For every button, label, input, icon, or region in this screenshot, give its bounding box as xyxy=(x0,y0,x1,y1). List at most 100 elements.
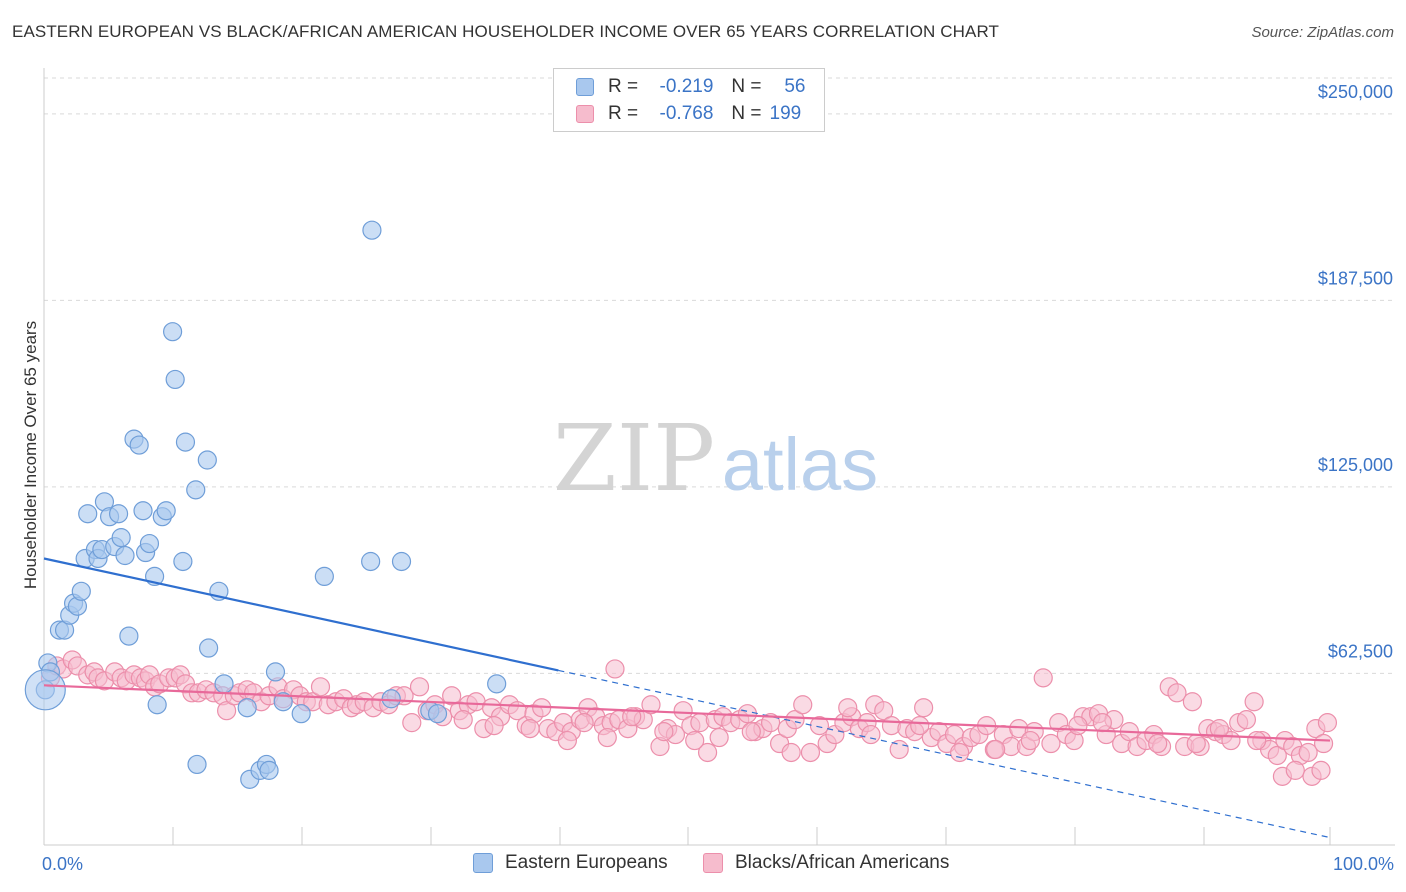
blue-point xyxy=(139,533,160,554)
pink-point xyxy=(781,742,801,763)
pink-point xyxy=(1068,716,1088,736)
blue-point xyxy=(273,692,293,712)
y-tick-label: $250,000 xyxy=(1318,82,1393,102)
pink-point xyxy=(690,713,710,733)
blue-point xyxy=(111,528,131,548)
pink-point xyxy=(1313,733,1334,754)
pink-point xyxy=(741,721,761,742)
pink-point xyxy=(1236,710,1257,730)
pink-point xyxy=(861,724,881,745)
bottom-legend-eastern-europeans: Eastern Europeans xyxy=(473,852,668,874)
pink-point xyxy=(1186,733,1206,754)
pink-point xyxy=(1041,733,1061,754)
blue-point xyxy=(361,551,381,572)
pink-point xyxy=(1092,713,1112,733)
blue-point xyxy=(78,504,98,524)
pink-points xyxy=(40,650,1338,786)
pink-point xyxy=(310,677,331,697)
pink-point xyxy=(453,710,473,730)
y-tick-label: $125,000 xyxy=(1318,455,1393,475)
pink-point xyxy=(673,701,693,721)
pink-point xyxy=(605,659,625,679)
pink-point xyxy=(442,686,462,706)
pink-point xyxy=(986,739,1006,760)
blue-point xyxy=(291,704,311,724)
bottom-legend-swatch-blue xyxy=(473,853,493,873)
y-tick-label: $187,500 xyxy=(1318,268,1393,288)
legend: R = -0.219 N = 56 R = -0.768 N = 199 xyxy=(553,68,825,132)
x-tick-label-min: 0.0% xyxy=(42,854,83,874)
pink-point xyxy=(737,704,758,724)
pink-point xyxy=(1298,742,1318,763)
blue-point xyxy=(108,504,129,524)
legend-r-label: R = xyxy=(608,103,639,124)
blue-point xyxy=(173,551,193,572)
pink-point xyxy=(1317,713,1338,733)
pink-point xyxy=(1267,745,1287,766)
legend-r-label: R = xyxy=(608,76,639,97)
pink-point xyxy=(709,727,729,748)
pink-point xyxy=(800,742,821,763)
blue-point xyxy=(427,704,448,724)
blue-point xyxy=(156,501,176,521)
legend-row-blacks: R = -0.768 N = 199 xyxy=(576,102,814,126)
blue-point xyxy=(165,369,185,390)
blue-point xyxy=(199,638,219,658)
legend-n-label: N = xyxy=(731,76,762,97)
watermark-atlas: atlas xyxy=(722,423,878,506)
blue-point xyxy=(391,551,412,572)
blue-point xyxy=(119,626,139,646)
pink-point xyxy=(809,716,830,736)
tick-labels: $62,500 $125,000 $187,500 $250,000 0.0% 100.0… xyxy=(42,82,1394,874)
pink-point xyxy=(910,716,930,736)
x-tick-label-max: 100.0% xyxy=(1333,854,1394,874)
legend-r-value: -0.219 xyxy=(659,76,714,97)
pink-point xyxy=(1209,719,1230,739)
trend-lines xyxy=(43,557,1331,839)
pink-point xyxy=(874,701,894,721)
legend-row-eastern-europeans: R = -0.219 N = 56 xyxy=(576,75,806,99)
blue-point xyxy=(129,435,149,455)
blue-point xyxy=(186,480,206,500)
bottom-legend-swatch-pink xyxy=(703,853,723,873)
blue-point xyxy=(187,754,207,775)
pink-point xyxy=(1244,692,1264,712)
pink-point xyxy=(1247,730,1267,751)
pink-point xyxy=(1033,668,1053,688)
watermark-zip: ZIP xyxy=(553,405,715,512)
blue-points xyxy=(24,220,507,789)
source-credit: Source: ZipAtlas.com xyxy=(1251,24,1394,41)
legend-swatch-pink xyxy=(576,105,594,123)
pink-point xyxy=(622,707,642,727)
legend-n-value: 56 xyxy=(784,76,806,97)
blue-point-large xyxy=(24,669,66,711)
pink-point xyxy=(1167,683,1187,703)
pink-point xyxy=(557,730,578,751)
pink-point xyxy=(1311,760,1331,780)
pink-point xyxy=(950,742,970,763)
legend-n-label: N = xyxy=(731,103,762,124)
trend-line-blue xyxy=(43,557,559,672)
blue-point xyxy=(147,695,167,715)
pink-point xyxy=(838,698,858,718)
blue-point xyxy=(214,674,234,694)
blue-point xyxy=(237,698,257,718)
blue-point xyxy=(175,432,196,452)
pink-point xyxy=(217,701,237,721)
legend-r-value: -0.768 xyxy=(659,103,714,124)
axes xyxy=(43,68,1395,846)
blue-point xyxy=(259,760,279,780)
chart-title: EASTERN EUROPEAN VS BLACK/AFRICAN AMERIC… xyxy=(12,22,1000,41)
pink-point xyxy=(760,713,781,733)
legend-swatch-blue xyxy=(576,78,594,96)
blue-point xyxy=(381,689,401,709)
blue-point xyxy=(133,501,153,521)
blue-point xyxy=(115,545,135,566)
y-tick-label: $62,500 xyxy=(1328,641,1393,661)
pink-point xyxy=(1148,733,1168,754)
bottom-legend-label: Eastern Europeans xyxy=(505,852,668,873)
blue-point xyxy=(197,450,217,470)
pink-point xyxy=(484,716,504,736)
trend-line-blue-extension xyxy=(558,669,1331,839)
